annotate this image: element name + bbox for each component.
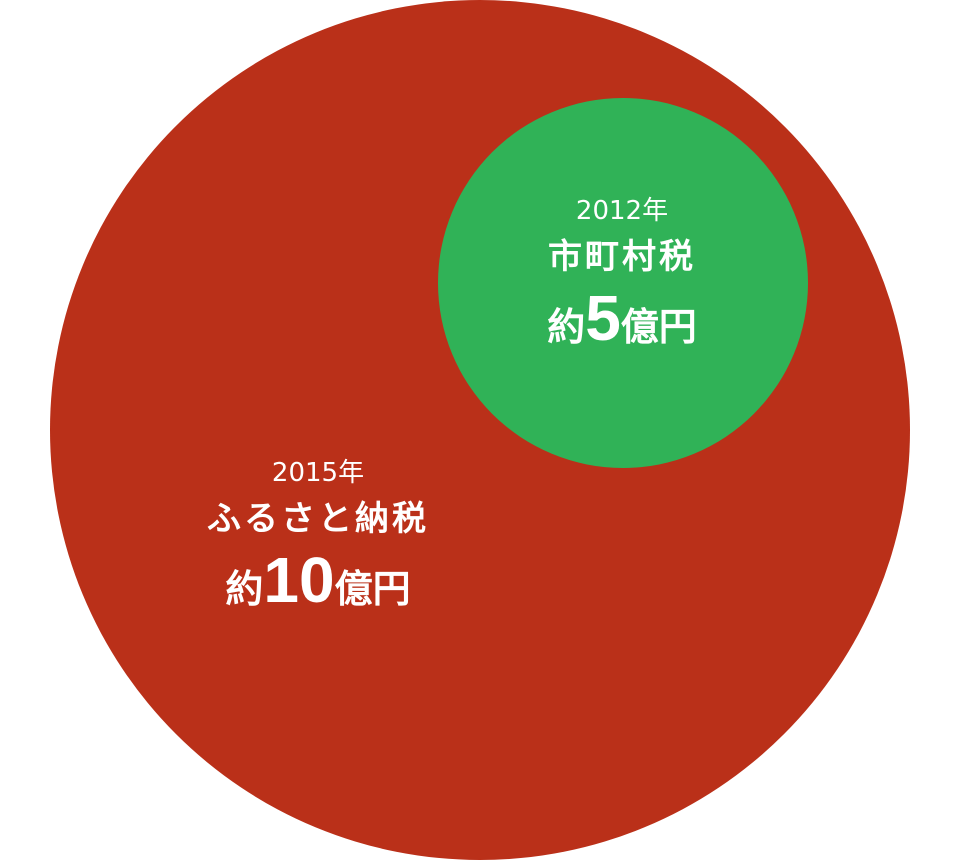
municipal-tax-circle [438, 98, 808, 468]
amount: 約10億円 [207, 548, 429, 612]
year: 2012年 [575, 196, 669, 226]
prefix: 約 [225, 567, 264, 611]
prefix: 約 [547, 305, 586, 349]
unit: 億円 [334, 567, 411, 611]
name: 市町村税 [548, 237, 696, 277]
furusato-tax-label: 2015年 ふるさと納税 約10億円 [207, 452, 429, 612]
municipal-tax-label: 2012年 市町村税 約5億円 [547, 190, 697, 350]
year: 2015年 [271, 458, 365, 488]
name: ふるさと納税 [207, 499, 429, 539]
furusato-tax-circle [50, 0, 910, 860]
amount: 約5億円 [547, 286, 697, 350]
value: 5 [585, 282, 621, 354]
value: 10 [263, 544, 335, 616]
unit: 億円 [620, 305, 697, 349]
